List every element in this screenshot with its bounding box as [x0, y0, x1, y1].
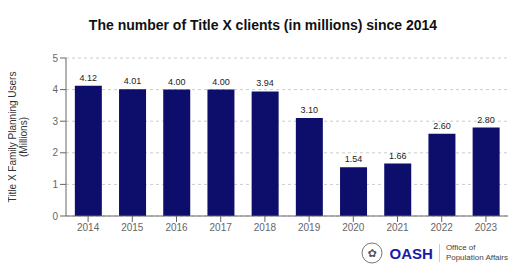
svg-text:2017: 2017	[210, 222, 233, 233]
svg-text:4.12: 4.12	[80, 73, 98, 83]
svg-text:4.00: 4.00	[168, 77, 186, 87]
svg-text:1.66: 1.66	[389, 151, 407, 161]
svg-text:3.10: 3.10	[301, 105, 319, 115]
svg-text:3.94: 3.94	[256, 78, 274, 88]
svg-text:1: 1	[52, 179, 58, 190]
svg-text:2: 2	[52, 147, 58, 158]
html-text:The number of Title X clients: The number of Title X clients (in millio…	[88, 17, 438, 33]
svg-text:Title X Family Planning Users(: Title X Family Planning Users(Millions)	[8, 72, 29, 203]
svg-text:3: 3	[52, 116, 58, 127]
svg-text:0: 0	[52, 211, 58, 222]
svg-text:5: 5	[52, 53, 58, 64]
html-text:OASH: OASH	[389, 244, 433, 262]
svg-text:2015: 2015	[121, 222, 144, 233]
svg-text:2.60: 2.60	[433, 121, 451, 131]
svg-text:2014: 2014	[77, 222, 100, 233]
svg-text:2023: 2023	[475, 222, 498, 233]
svg-text:2021: 2021	[386, 222, 409, 233]
svg-text:2016: 2016	[165, 222, 188, 233]
svg-text:4.00: 4.00	[212, 77, 230, 87]
svg-text:4: 4	[52, 84, 58, 95]
svg-text:2018: 2018	[254, 222, 277, 233]
svg-text:2.80: 2.80	[477, 115, 495, 125]
svg-text:1.54: 1.54	[345, 154, 363, 164]
svg-text:4.01: 4.01	[124, 76, 142, 86]
html-text:Population Affairs: Population Affairs	[445, 253, 508, 262]
svg-text:✿: ✿	[367, 247, 376, 259]
svg-text:2020: 2020	[342, 222, 365, 233]
svg-text:2022: 2022	[431, 222, 454, 233]
svg-text:2019: 2019	[298, 222, 321, 233]
html-text:Office of: Office of	[445, 243, 476, 252]
